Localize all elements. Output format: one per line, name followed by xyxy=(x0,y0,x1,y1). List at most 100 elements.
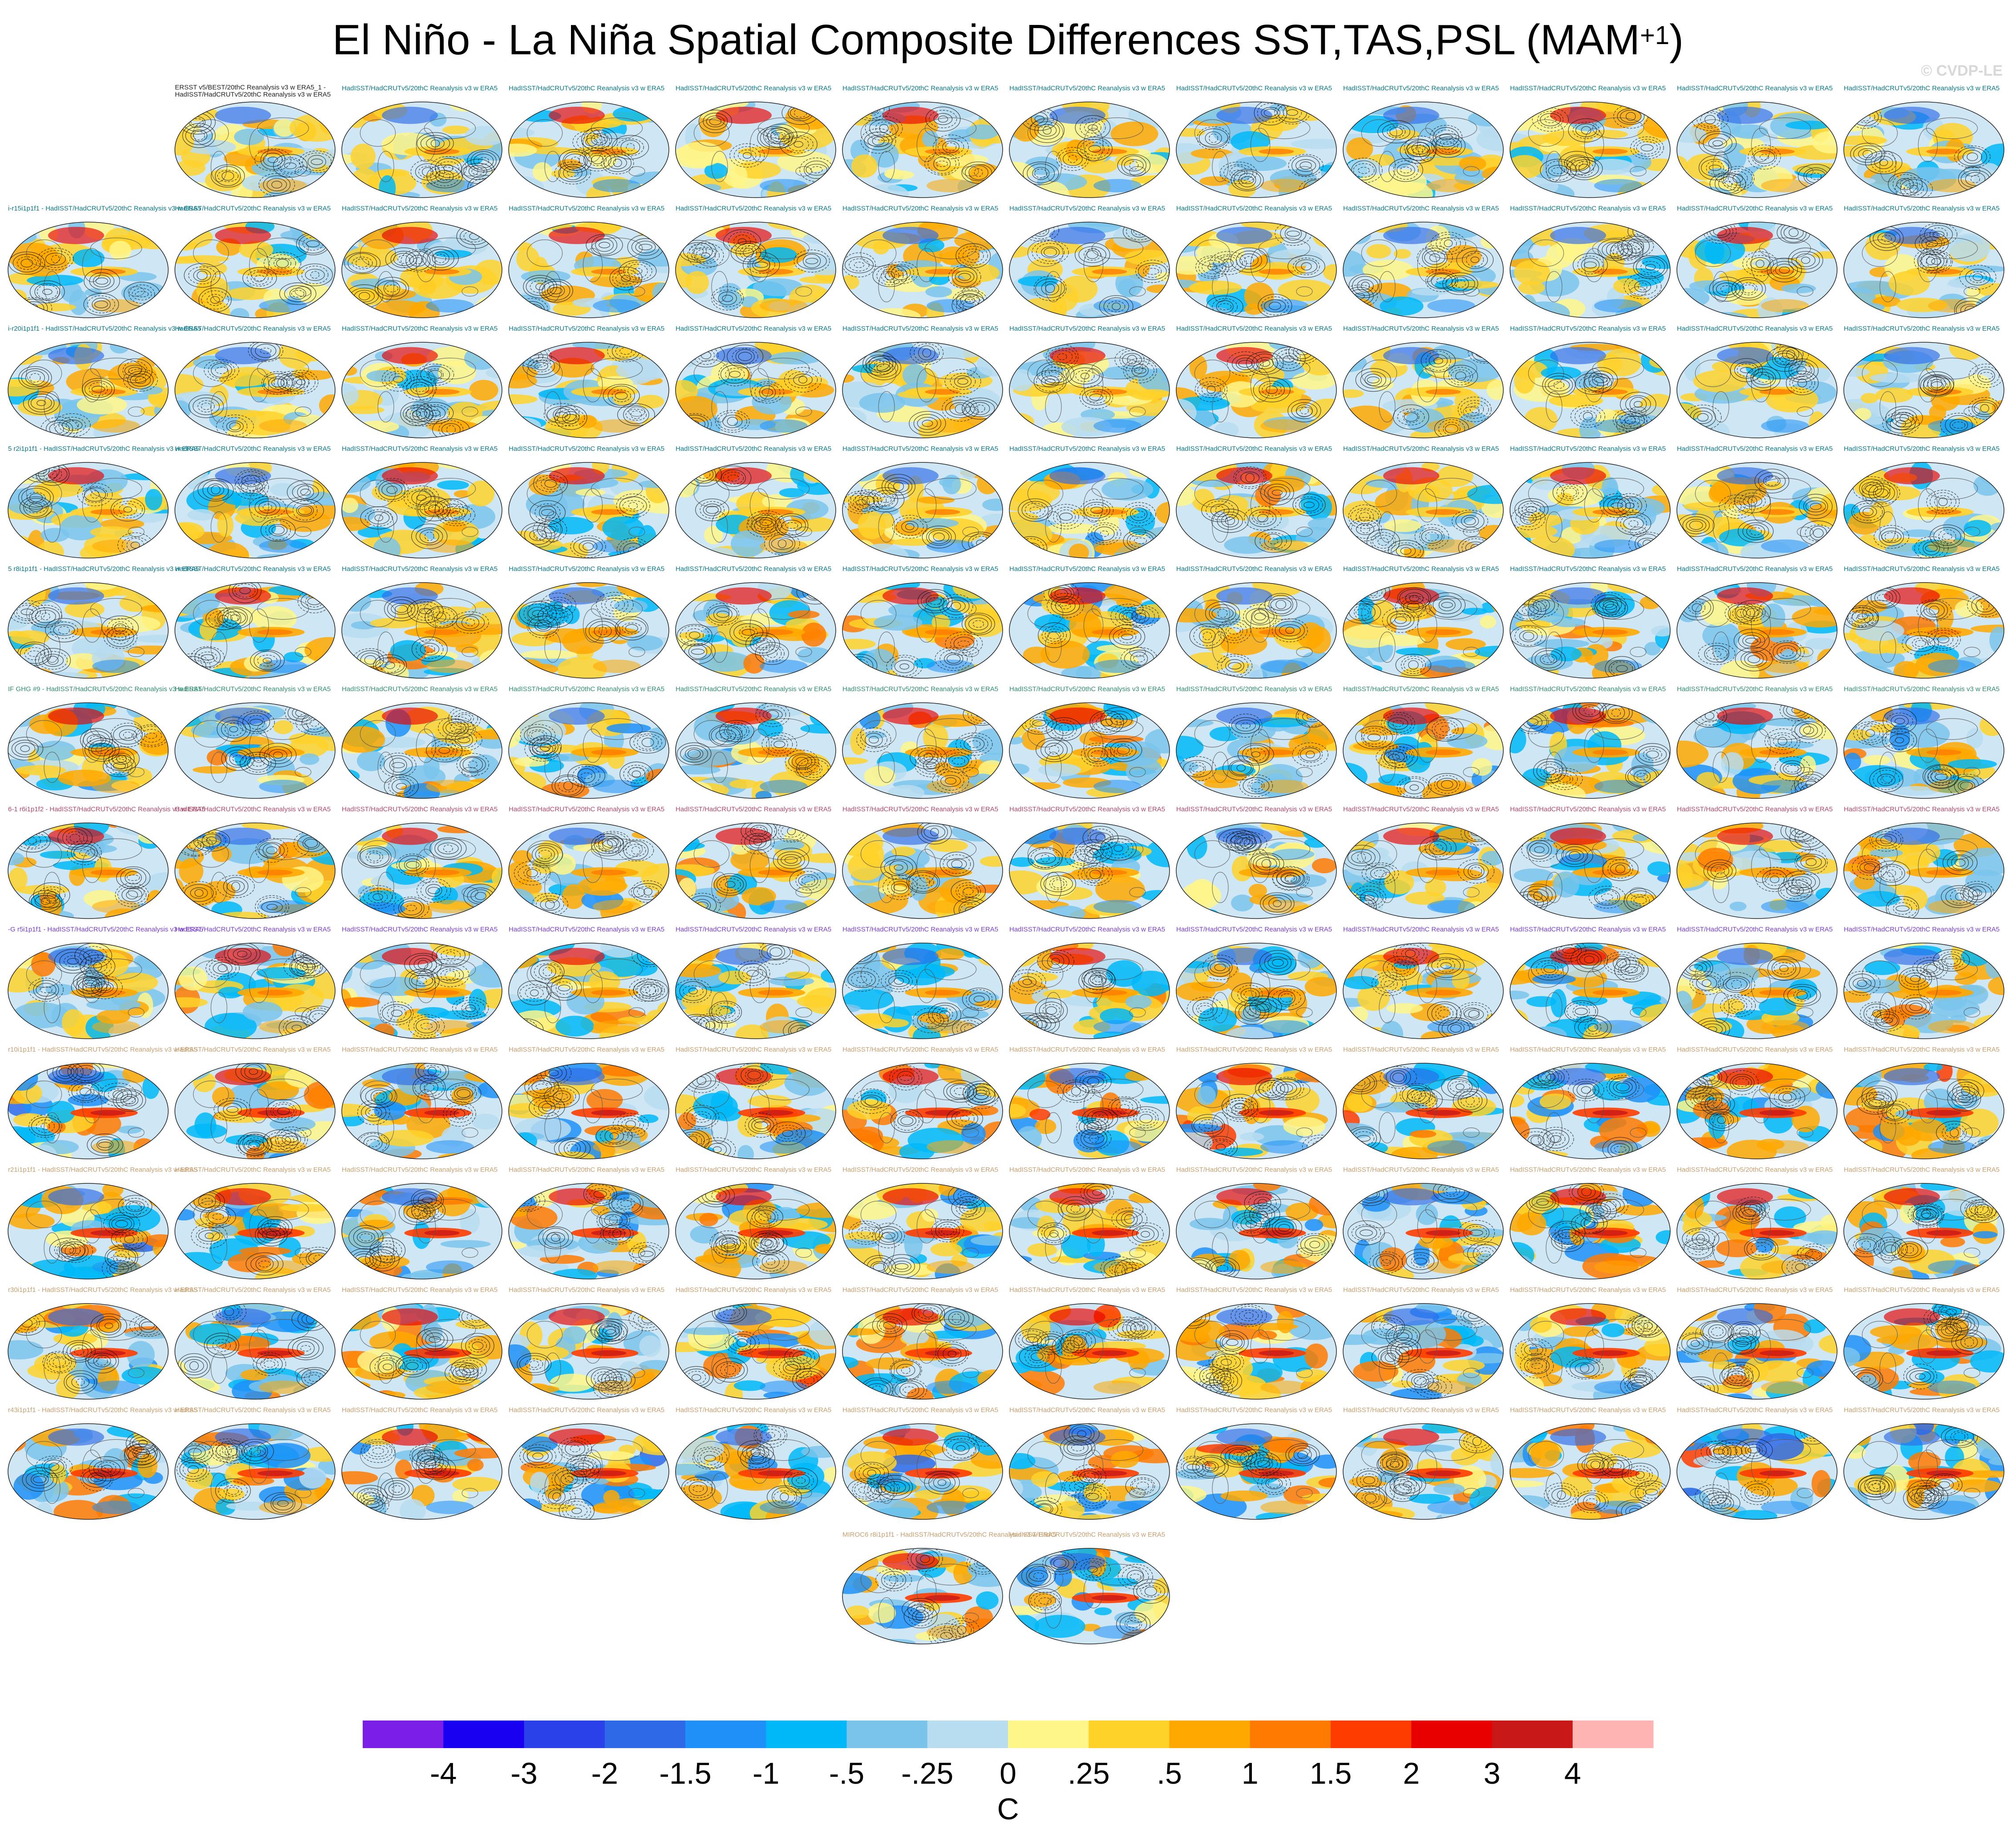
map-panel xyxy=(341,1423,502,1520)
map-panel xyxy=(1676,702,1838,799)
map-panel xyxy=(1843,101,2004,198)
panel-label: HadISST/HadCRUTv5/20thC Reanalysis v3 w … xyxy=(509,205,664,212)
colorbar-tick-label: 3 xyxy=(1484,1757,1501,1790)
panel-label: HadISST/HadCRUTv5/20thC Reanalysis v3 w … xyxy=(676,1406,831,1414)
colorbar-swatch xyxy=(1169,1721,1251,1748)
panel-label: HadISST/HadCRUTv5/20thC Reanalysis v3 w … xyxy=(509,1406,664,1414)
map-panel xyxy=(675,222,836,318)
panel-label: HadISST/HadCRUTv5/20thC Reanalysis v3 w … xyxy=(1343,1406,1499,1414)
panel-label: HadISST/HadCRUTv5/20thC Reanalysis v3 w … xyxy=(509,1286,664,1294)
map-panel xyxy=(1843,222,2004,318)
colorbar-tick-label: -2 xyxy=(591,1757,618,1790)
panel-label: HadISST/HadCRUTv5/20thC Reanalysis v3 w … xyxy=(1176,1166,1332,1174)
map-panel xyxy=(1176,462,1337,559)
map-panel xyxy=(341,582,502,679)
panel-label: HadISST/HadCRUTv5/20thC Reanalysis v3 w … xyxy=(1510,85,1666,92)
colorbar-swatch xyxy=(1089,1721,1170,1748)
map-panel xyxy=(8,342,169,438)
panel-label: HadISST/HadCRUTv5/20thC Reanalysis v3 w … xyxy=(1844,565,2000,573)
colorbar-swatch xyxy=(846,1721,928,1748)
colorbar-tick-label: 0 xyxy=(1000,1757,1016,1790)
map-panel xyxy=(1176,1183,1337,1279)
panel-label: 5 r8i1p1f1 - HadISST/HadCRUTv5/20thC Rea… xyxy=(8,565,199,573)
map-panel xyxy=(508,342,669,438)
map-panel xyxy=(8,822,169,919)
colorbar-swatch xyxy=(1492,1721,1573,1748)
map-panel xyxy=(1843,462,2004,559)
map-panel xyxy=(174,342,336,438)
panel-label: HadISST/HadCRUTv5/20thC Reanalysis v3 w … xyxy=(1343,325,1499,332)
map-panel xyxy=(675,822,836,919)
map-panel xyxy=(1843,1303,2004,1400)
panel-label: HadISST/HadCRUTv5/20thC Reanalysis v3 w … xyxy=(175,926,331,933)
map-panel xyxy=(675,342,836,438)
map-panel xyxy=(341,462,502,559)
panel-label: HadISST/HadCRUTv5/20thC Reanalysis v3 w … xyxy=(175,91,331,98)
map-panel xyxy=(842,1303,1003,1400)
panel-label: HadISST/HadCRUTv5/20thC Reanalysis v3 w … xyxy=(342,445,498,453)
panel-label: HadISST/HadCRUTv5/20thC Reanalysis v3 w … xyxy=(175,1046,331,1053)
map-panel xyxy=(1009,1063,1170,1159)
panel-label: HadISST/HadCRUTv5/20thC Reanalysis v3 w … xyxy=(342,565,498,573)
map-panel xyxy=(1343,342,1504,438)
map-panel xyxy=(341,702,502,799)
map-panel xyxy=(174,1303,336,1400)
colorbar-tick-label: .5 xyxy=(1157,1757,1182,1790)
panel-label: HadISST/HadCRUTv5/20thC Reanalysis v3 w … xyxy=(509,1046,664,1053)
map-panel xyxy=(842,582,1003,679)
panel-label: HadISST/HadCRUTv5/20thC Reanalysis v3 w … xyxy=(1844,685,2000,693)
panel-label: HadISST/HadCRUTv5/20thC Reanalysis v3 w … xyxy=(1677,445,1833,453)
panel-label: HadISST/HadCRUTv5/20thC Reanalysis v3 w … xyxy=(342,926,498,933)
panel-label: HadISST/HadCRUTv5/20thC Reanalysis v3 w … xyxy=(1844,1166,2000,1174)
panel-label: HadISST/HadCRUTv5/20thC Reanalysis v3 w … xyxy=(1176,205,1332,212)
map-panel xyxy=(1676,1423,1838,1520)
map-panel xyxy=(1176,1063,1337,1159)
map-panel xyxy=(1009,1423,1170,1520)
map-panel xyxy=(508,1183,669,1279)
colorbar-units: C xyxy=(997,1792,1019,1826)
map-panel xyxy=(1176,943,1337,1039)
map-panel xyxy=(341,1063,502,1159)
panel-label: HadISST/HadCRUTv5/20thC Reanalysis v3 w … xyxy=(842,1166,998,1174)
map-panel xyxy=(1343,1423,1504,1520)
map-panel xyxy=(8,462,169,559)
map-panel xyxy=(508,101,669,198)
colorbar-swatch xyxy=(443,1721,524,1748)
panel-label: HadISST/HadCRUTv5/20thC Reanalysis v3 w … xyxy=(842,1406,998,1414)
colorbar-tick-label: -.5 xyxy=(829,1757,864,1790)
map-panel xyxy=(1343,1183,1504,1279)
map-panel xyxy=(174,822,336,919)
map-panel xyxy=(1676,342,1838,438)
map-panel xyxy=(1176,342,1337,438)
colorbar-tick-label: -1 xyxy=(753,1757,779,1790)
panel-label: HadISST/HadCRUTv5/20thC Reanalysis v3 w … xyxy=(509,685,664,693)
panel-label: HadISST/HadCRUTv5/20thC Reanalysis v3 w … xyxy=(1009,325,1165,332)
map-panel xyxy=(174,1183,336,1279)
panel-label: HadISST/HadCRUTv5/20thC Reanalysis v3 w … xyxy=(842,325,998,332)
panel-label: HadISST/HadCRUTv5/20thC Reanalysis v3 w … xyxy=(1510,1166,1666,1174)
panel-label: HadISST/HadCRUTv5/20thC Reanalysis v3 w … xyxy=(1844,926,2000,933)
map-panel xyxy=(1510,342,1671,438)
panel-label: HadISST/HadCRUTv5/20thC Reanalysis v3 w … xyxy=(1677,685,1833,693)
panel-label: HadISST/HadCRUTv5/20thC Reanalysis v3 w … xyxy=(1510,205,1666,212)
panel-label: HadISST/HadCRUTv5/20thC Reanalysis v3 w … xyxy=(1510,806,1666,813)
map-panel xyxy=(675,1303,836,1400)
map-panel xyxy=(1343,1063,1504,1159)
map-panel xyxy=(508,943,669,1039)
map-panel xyxy=(341,222,502,318)
panel-label: HadISST/HadCRUTv5/20thC Reanalysis v3 w … xyxy=(1009,1531,1165,1538)
map-panel xyxy=(1843,342,2004,438)
map-panel xyxy=(1009,943,1170,1039)
map-panel xyxy=(1510,462,1671,559)
panel-label: HadISST/HadCRUTv5/20thC Reanalysis v3 w … xyxy=(1009,926,1165,933)
panel-label: i-r15i1p1f1 - HadISST/HadCRUTv5/20thC Re… xyxy=(8,205,201,212)
map-panel xyxy=(508,1423,669,1520)
map-panel xyxy=(1676,822,1838,919)
panel-label: HadISST/HadCRUTv5/20thC Reanalysis v3 w … xyxy=(1343,1166,1499,1174)
panel-label: HadISST/HadCRUTv5/20thC Reanalysis v3 w … xyxy=(1343,85,1499,92)
panel-label: HadISST/HadCRUTv5/20thC Reanalysis v3 w … xyxy=(1510,445,1666,453)
map-panel xyxy=(508,462,669,559)
map-panel xyxy=(1176,101,1337,198)
panel-label: HadISST/HadCRUTv5/20thC Reanalysis v3 w … xyxy=(1677,85,1833,92)
panel-label: HadISST/HadCRUTv5/20thC Reanalysis v3 w … xyxy=(1343,685,1499,693)
